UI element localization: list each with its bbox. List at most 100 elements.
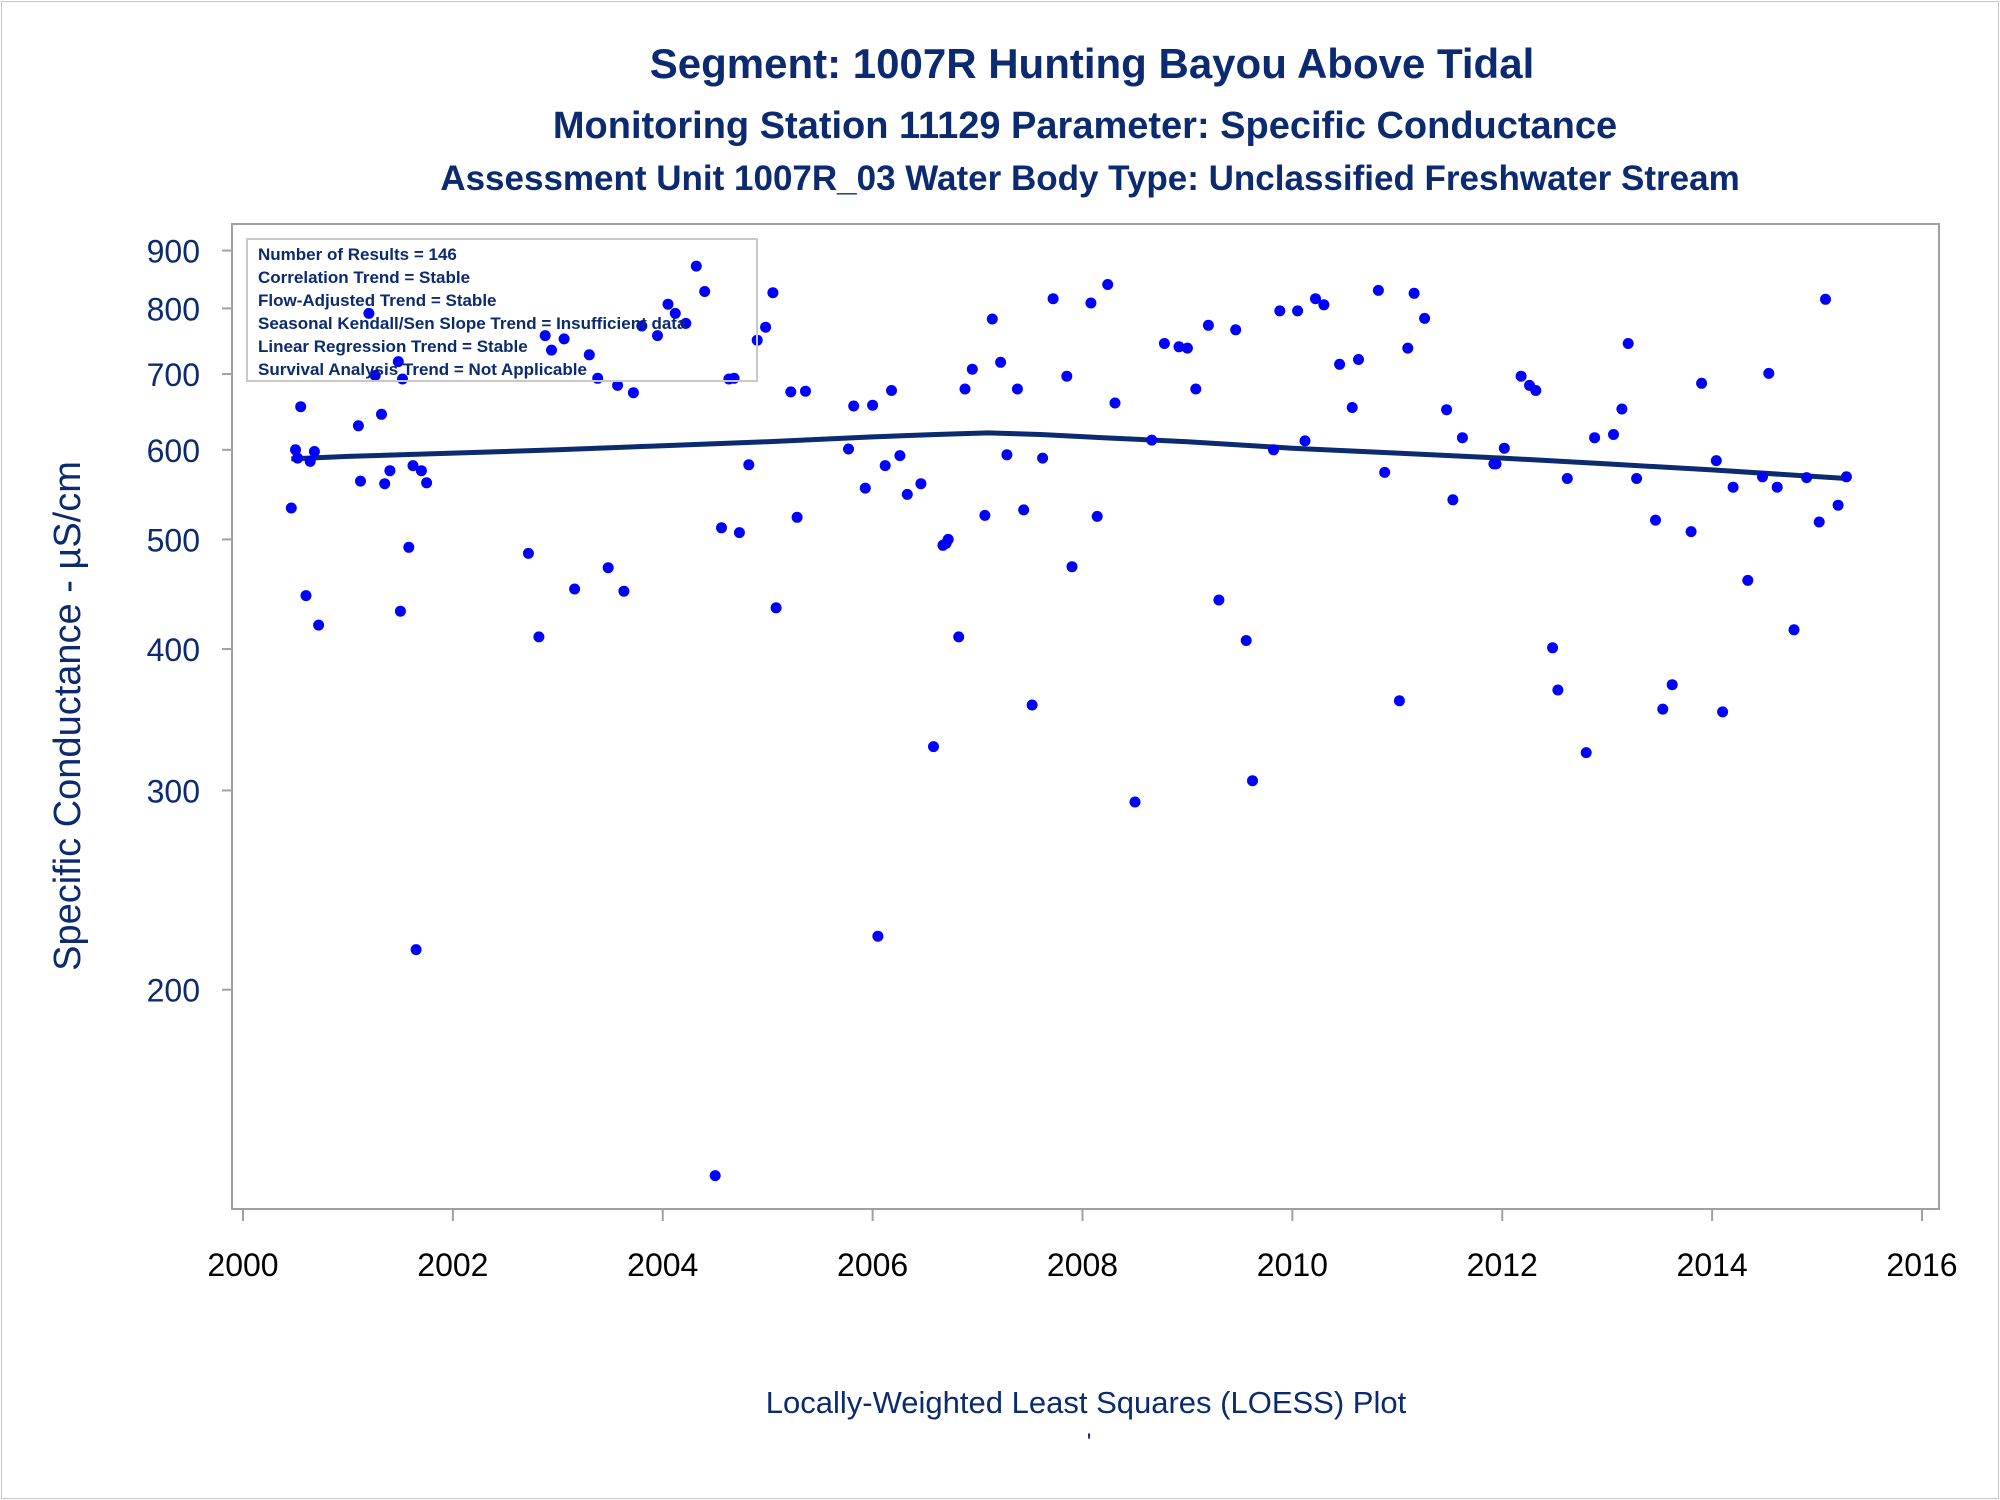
data-point <box>308 446 320 457</box>
data-point <box>1346 402 1358 413</box>
data-point <box>1202 319 1214 331</box>
data-point <box>407 460 419 472</box>
data-point <box>1318 299 1330 311</box>
x-tick-label: 2004 <box>627 1247 698 1283</box>
data-point <box>928 741 939 753</box>
data-point <box>662 298 674 310</box>
data-point <box>680 317 692 329</box>
data-point <box>592 372 604 384</box>
data-point <box>1710 455 1722 467</box>
data-point <box>539 330 551 342</box>
data-point <box>1091 510 1103 522</box>
y-tick-label: 500 <box>147 522 200 558</box>
data-point <box>1310 293 1321 305</box>
data-point <box>1190 383 1202 395</box>
data-point <box>1158 338 1170 349</box>
data-point <box>1353 354 1364 365</box>
data-point <box>1372 284 1384 296</box>
data-point <box>1616 403 1628 415</box>
data-point <box>1552 684 1564 696</box>
data-point <box>1498 442 1510 454</box>
data-point <box>733 527 745 539</box>
data-point <box>1447 494 1459 506</box>
data-point <box>770 602 782 614</box>
stats-box-frame <box>246 238 758 382</box>
data-point <box>627 387 639 399</box>
data-point <box>709 1170 721 1182</box>
data-point <box>583 349 595 361</box>
data-point <box>859 482 871 494</box>
loess-line <box>291 430 1847 481</box>
data-point <box>1763 367 1775 379</box>
data-point <box>300 590 312 602</box>
data-point <box>1419 312 1431 324</box>
data-point <box>379 478 391 490</box>
data-point <box>421 477 433 489</box>
data-point <box>1685 526 1697 538</box>
data-point <box>546 344 557 356</box>
data-point <box>1650 514 1661 526</box>
x-tick-label: 2014 <box>1677 1247 1748 1283</box>
data-point <box>355 475 366 487</box>
data-point <box>304 455 316 467</box>
data-point <box>1622 338 1634 349</box>
data-point <box>1047 293 1059 305</box>
data-point <box>1580 747 1592 759</box>
x-tick-label: 2008 <box>1047 1247 1118 1283</box>
data-point <box>1085 297 1097 309</box>
data-point <box>352 420 364 432</box>
data-point <box>1393 695 1405 707</box>
data-point <box>1742 574 1754 586</box>
data-point <box>403 541 415 553</box>
data-point <box>1213 594 1225 606</box>
data-point <box>800 385 811 397</box>
data-point <box>1181 342 1193 354</box>
data-point <box>410 944 422 956</box>
data-point <box>522 547 534 559</box>
data-point <box>1268 444 1279 456</box>
data-point <box>618 585 630 597</box>
data-point <box>1230 324 1242 336</box>
data-point <box>1129 796 1141 808</box>
data-point <box>1402 342 1414 354</box>
x-tick-label: 2010 <box>1257 1247 1328 1283</box>
y-axis: 200 300 400 500 600 700 800 900 <box>147 224 233 1209</box>
data-point <box>1066 561 1078 573</box>
data-point <box>1757 471 1768 483</box>
data-point <box>1299 435 1311 447</box>
data-point <box>1561 473 1573 484</box>
y-tick-label: 200 <box>147 973 200 1009</box>
data-point <box>1240 635 1252 646</box>
loess-line-group <box>291 430 1847 481</box>
data-point <box>1530 385 1542 396</box>
data-point <box>1696 377 1708 389</box>
data-point <box>1061 370 1073 382</box>
data-point <box>636 320 648 332</box>
x-axis: 2000 2002 2004 2006 2008 2010 2012 2014 2016 <box>207 1209 1958 1283</box>
data-point <box>394 605 406 617</box>
data-point <box>879 460 891 472</box>
data-points <box>285 260 1852 1182</box>
data-point <box>363 307 375 319</box>
data-point <box>1666 679 1678 691</box>
data-point <box>1102 279 1114 290</box>
data-point <box>1334 358 1346 370</box>
chart-subtitle: Monitoring Station 11129 Parameter: Spec… <box>553 105 1617 147</box>
data-point <box>1820 293 1831 305</box>
data-point <box>894 450 906 462</box>
data-point <box>966 363 978 375</box>
stats-line: Seasonal Kendall/Sen Slope Trend = Insuf… <box>258 314 687 333</box>
x-tick-label: 2016 <box>1886 1247 1957 1283</box>
data-point <box>1379 466 1391 478</box>
data-point <box>1547 642 1559 654</box>
data-point <box>1026 699 1038 711</box>
data-point <box>1274 305 1286 317</box>
data-point <box>415 465 427 477</box>
data-point <box>652 330 663 342</box>
data-point <box>915 478 927 490</box>
data-point <box>1717 706 1729 718</box>
data-point <box>1840 471 1852 483</box>
data-point <box>369 370 381 381</box>
